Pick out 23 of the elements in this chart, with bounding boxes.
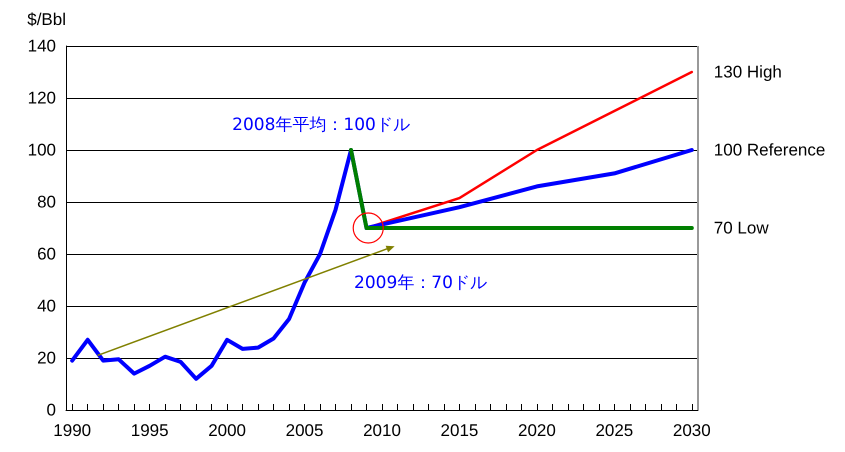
x-tick-label: 2005 bbox=[286, 421, 324, 440]
x-tick-label: 2025 bbox=[595, 421, 634, 440]
x-tick-label: 1995 bbox=[130, 421, 169, 440]
x-tick-label: 2000 bbox=[208, 421, 246, 440]
y-tick-label: 120 bbox=[28, 88, 56, 108]
y-tick-label: 20 bbox=[37, 348, 56, 368]
annotation: 2008年平均：100ドル bbox=[232, 115, 410, 135]
y-tick-label: 40 bbox=[37, 296, 56, 316]
y-tick-label: 140 bbox=[28, 36, 56, 56]
y-tick-label: 80 bbox=[37, 192, 56, 212]
y-axis-title: $/Bbl bbox=[27, 10, 66, 29]
annotation: 2009年：70ドル bbox=[354, 273, 487, 293]
y-tick-label: 100 bbox=[28, 140, 56, 160]
x-tick-label: 2020 bbox=[518, 421, 556, 440]
y-tick-label: 0 bbox=[46, 400, 56, 420]
series-label: 130 High bbox=[714, 62, 782, 82]
y-tick-label: 60 bbox=[37, 244, 56, 264]
x-tick-label: 2010 bbox=[363, 421, 401, 440]
series-label: 70 Low bbox=[714, 218, 770, 238]
x-tick-label: 2030 bbox=[672, 421, 711, 440]
x-tick-label: 1990 bbox=[53, 421, 92, 440]
series-label: 100 Reference bbox=[714, 140, 826, 160]
x-tick-label: 2015 bbox=[440, 421, 478, 440]
